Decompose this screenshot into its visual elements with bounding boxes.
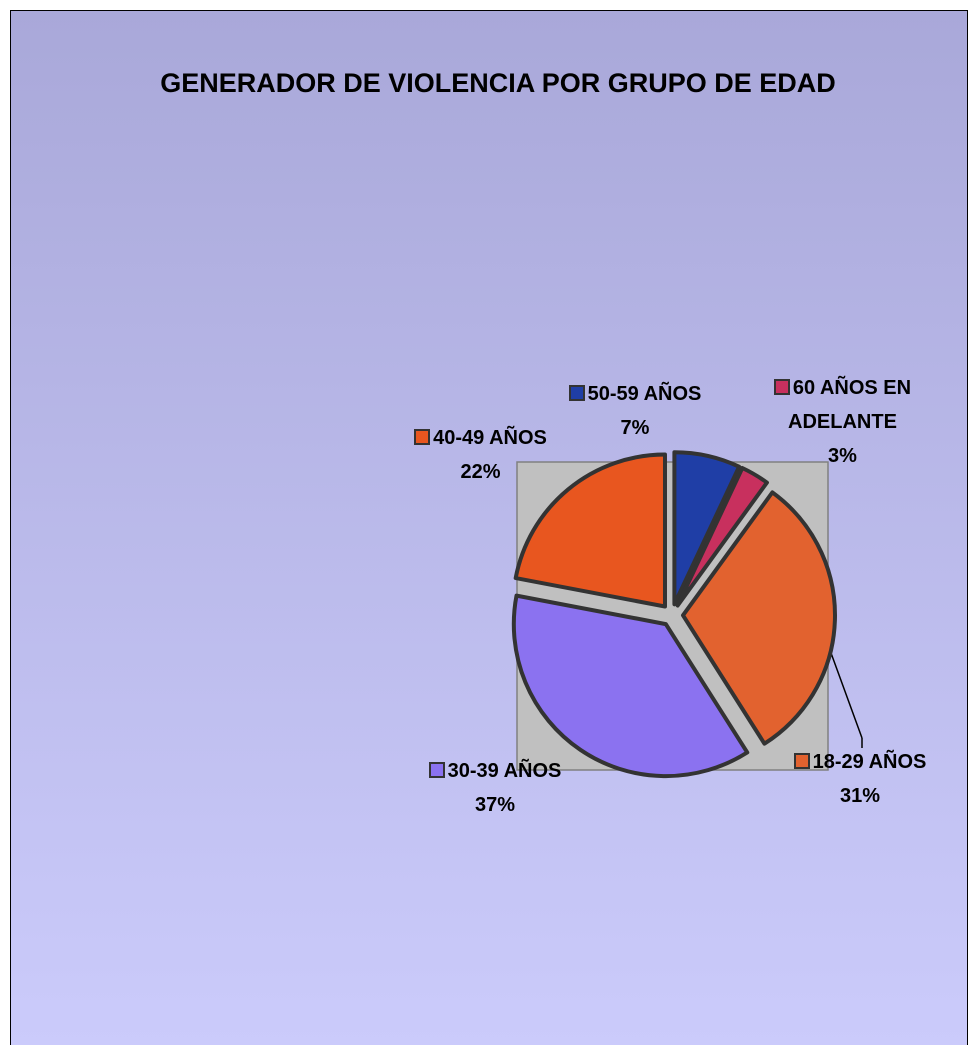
pie-slice bbox=[675, 465, 769, 608]
chart-title: GENERADOR DE VIOLENCIA POR GRUPO DE EDAD bbox=[160, 68, 836, 98]
legend-key bbox=[414, 429, 431, 445]
value-label: 31% bbox=[839, 785, 881, 807]
value-label: 22% bbox=[460, 461, 501, 483]
data-label: 30-39 AÑOS 37% bbox=[400, 754, 590, 822]
legend-key bbox=[568, 385, 585, 401]
value-label: 3% bbox=[828, 445, 857, 467]
category-label: 40-49 AÑOS bbox=[433, 427, 547, 449]
data-label: 50-59 AÑOS 7% bbox=[540, 377, 730, 445]
pie-slice bbox=[513, 452, 667, 609]
value-label: 7% bbox=[620, 417, 650, 439]
legend-key bbox=[793, 753, 810, 769]
data-label: 60 AÑOS EN ADELANTE 3% bbox=[755, 371, 930, 473]
pie-slice bbox=[672, 450, 742, 607]
data-label: 40-49 AÑOS 22% bbox=[388, 421, 573, 489]
data-label: 18-29 AÑOS 31% bbox=[770, 745, 950, 813]
pie-slice bbox=[680, 490, 837, 746]
category-label: 18-29 AÑOS bbox=[812, 751, 927, 773]
category-label: 60 AÑOS EN ADELANTE bbox=[788, 377, 912, 433]
category-label: 30-39 AÑOS bbox=[447, 760, 562, 782]
value-label: 37% bbox=[474, 794, 516, 816]
legend-key bbox=[773, 379, 790, 395]
category-label: 50-59 AÑOS bbox=[587, 383, 702, 405]
pie-slice bbox=[511, 593, 750, 779]
leader-line bbox=[826, 641, 863, 739]
legend-key bbox=[428, 762, 445, 778]
